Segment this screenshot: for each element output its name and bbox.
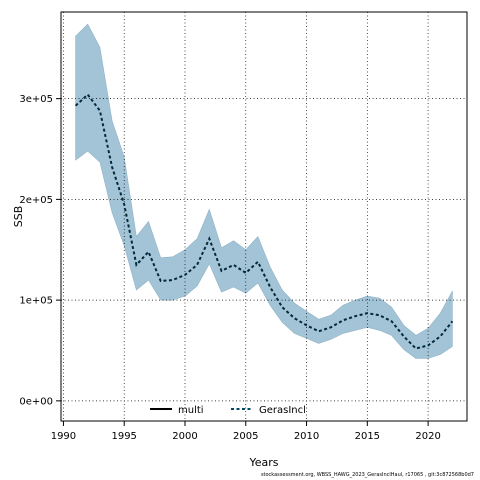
y-tick-label: 1e+05	[19, 296, 53, 307]
legend-label: GerasIncl	[259, 405, 306, 416]
x-tick-label: 2010	[294, 431, 319, 442]
x-tick-label: 1995	[111, 431, 136, 442]
y-tick-label: 3e+05	[19, 94, 53, 105]
confidence-band	[75, 23, 453, 359]
x-tick-label: 2015	[355, 431, 380, 442]
plot-frame	[60, 11, 468, 422]
y-axis-label: SSB	[12, 206, 25, 228]
legend-label: multi	[178, 405, 204, 416]
y-tick-label: 0e+00	[19, 396, 53, 407]
confidence-band-layer	[75, 23, 453, 359]
grid-layer	[61, 12, 467, 421]
legend: multi GerasIncl	[150, 405, 306, 416]
legend-item-gerasincl: GerasIncl	[231, 405, 306, 416]
x-tick-label: 2020	[415, 431, 440, 442]
x-axis-label: Years	[248, 456, 278, 469]
source-caption: stockassessment.org, WBSS_HAWG_2023_Gera…	[260, 472, 474, 478]
x-tick-label: 2005	[233, 431, 258, 442]
y-tick-label: 2e+05	[19, 195, 53, 206]
x-tick-label: 2000	[172, 431, 197, 442]
series-line-layer	[74, 93, 454, 350]
x-tick-label: 1990	[51, 431, 76, 442]
series-line-gerasincl	[74, 93, 454, 350]
legend-item-multi: multi	[150, 405, 204, 416]
axis-layer: 1990 1995 2000 2005 2010 2015 2020 0e+00 1e+05 2e…	[19, 11, 468, 442]
